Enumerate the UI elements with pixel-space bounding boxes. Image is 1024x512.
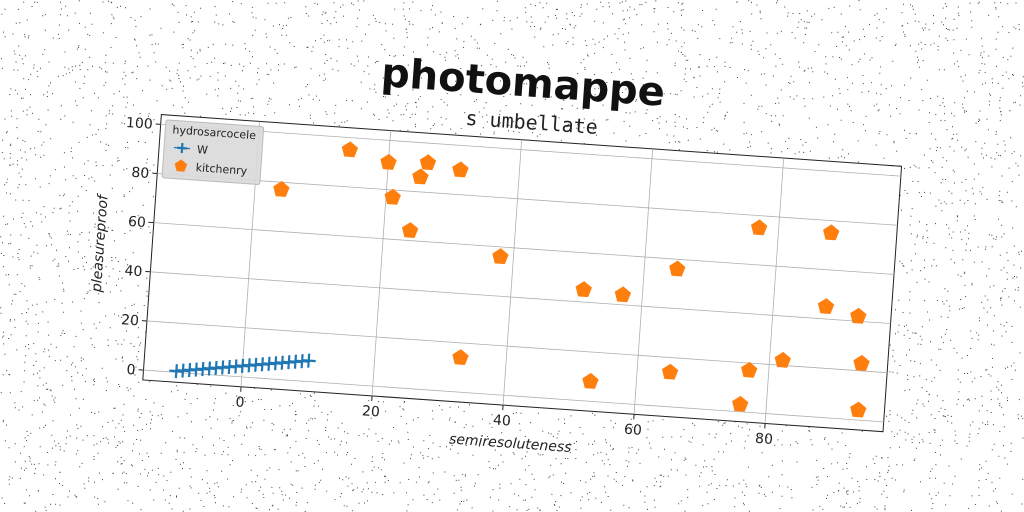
series-kitchenry: [273, 141, 870, 418]
chart-suptitle: photomappe: [380, 50, 667, 116]
data-point-kitchenry: [341, 141, 359, 158]
data-point-kitchenry: [452, 349, 469, 365]
y-tick-label: 80: [131, 165, 150, 182]
x-tick-label: 0: [235, 394, 245, 411]
data-point-kitchenry: [492, 248, 509, 265]
y-grid-line: [150, 271, 891, 324]
data-point-w: [301, 353, 316, 368]
data-point-kitchenry: [452, 161, 469, 178]
data-point-kitchenry: [732, 395, 749, 412]
plot-frame: [142, 114, 903, 433]
data-point-kitchenry: [774, 351, 791, 368]
x-tick-label: 60: [624, 422, 643, 439]
x-axis-label: semiresoluteness: [449, 431, 572, 456]
legend-title: hydrosarcocele: [172, 123, 257, 142]
data-point-kitchenry: [380, 153, 397, 170]
data-point-kitchenry: [614, 286, 632, 303]
legend-item-w: W: [174, 143, 209, 157]
y-tick-label: 40: [124, 263, 143, 280]
legend-marker-kitchenry: [174, 159, 188, 172]
y-grid-line: [160, 123, 901, 177]
axes-title: s umbellate: [465, 106, 599, 139]
data-point-kitchenry: [661, 363, 679, 380]
y-grid-line: [153, 222, 895, 275]
legend-pentagon-marker: [174, 159, 188, 172]
x-grid-line: [633, 148, 654, 415]
data-point-kitchenry: [384, 188, 401, 205]
y-grid-line: [143, 369, 884, 423]
legend-item-kitchenry: kitchenry: [174, 159, 248, 178]
x-tick-label: 40: [493, 412, 512, 429]
data-point-kitchenry: [575, 281, 592, 298]
series-w: [169, 353, 316, 379]
axis-ticks: 0 20 40 60 80 0 20 40 60 80 100: [121, 115, 774, 448]
data-point-kitchenry: [850, 307, 867, 324]
data-point-kitchenry: [850, 401, 867, 418]
y-tick-label: 20: [121, 312, 140, 329]
data-point-kitchenry: [412, 168, 429, 185]
data-point-kitchenry: [853, 354, 870, 371]
data-point-kitchenry: [751, 219, 768, 236]
legend-box: [161, 119, 265, 185]
y-tick-label: 100: [125, 115, 153, 133]
plot-group: 0 20 40 60 80 0 20 40 60 80 100 s umbellate semire…: [89, 106, 903, 456]
x-tick-label: 80: [755, 431, 774, 448]
y-tick-label: 60: [127, 214, 146, 231]
legend-line-marker: [174, 146, 191, 150]
legend-marker-w: [174, 143, 191, 154]
y-tick-label: 0: [126, 362, 136, 379]
y-axis-label: pleasureproof: [89, 193, 112, 294]
legend-label-kitchenry: kitchenry: [195, 161, 248, 178]
data-point-kitchenry: [669, 260, 686, 277]
data-point-kitchenry: [419, 154, 437, 171]
data-point-kitchenry: [582, 372, 599, 389]
data-marks: [169, 141, 870, 418]
data-point-kitchenry: [817, 298, 835, 315]
x-grid-line: [502, 139, 523, 406]
grid-lines: [143, 121, 901, 424]
legend: hydrosarcocele W kitchenry: [161, 119, 265, 185]
x-grid-line: [764, 158, 785, 424]
data-point-kitchenry: [741, 361, 758, 378]
x-tick-label: 20: [362, 403, 381, 420]
data-point-kitchenry: [823, 224, 840, 241]
data-point-kitchenry: [273, 181, 290, 197]
x-grid-line: [371, 130, 392, 396]
legend-label-w: W: [197, 143, 209, 157]
y-grid-line: [146, 320, 888, 374]
data-point-kitchenry: [401, 222, 419, 239]
